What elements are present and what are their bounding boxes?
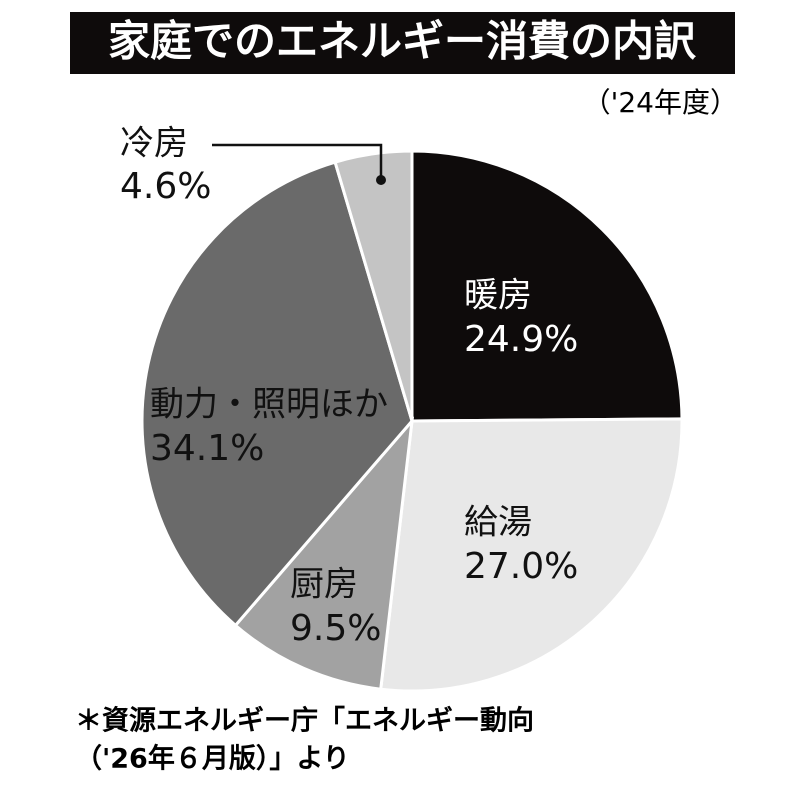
slice [379,417,684,693]
category-label: 冷房 [120,124,188,164]
leader-line [212,143,383,178]
category-label: 動力・照明ほか [150,385,388,425]
value-label: 27.0% [464,546,578,587]
leader-dot [376,175,386,185]
source: ＊資源エネルギー庁「エネルギー動向 [75,705,534,737]
category-label: 暖房 [464,276,532,316]
source: （'26年６月版）」より [75,743,350,775]
value-label: 24.9% [464,319,578,360]
value-label: 9.5% [290,608,381,649]
slice [410,149,684,423]
slice [233,416,415,691]
value-label: 34.1% [150,428,264,469]
value-label: 4.6% [120,166,211,207]
category-label: 厨房 [290,565,358,605]
slice [140,160,414,628]
pie [140,149,684,693]
subtitle: （'24年度） [583,86,738,119]
title-box [70,12,735,74]
category-label: 給湯 [464,503,532,543]
chart-title: 家庭でのエネルギー消費の内訳 [108,17,697,66]
slice [333,149,414,422]
